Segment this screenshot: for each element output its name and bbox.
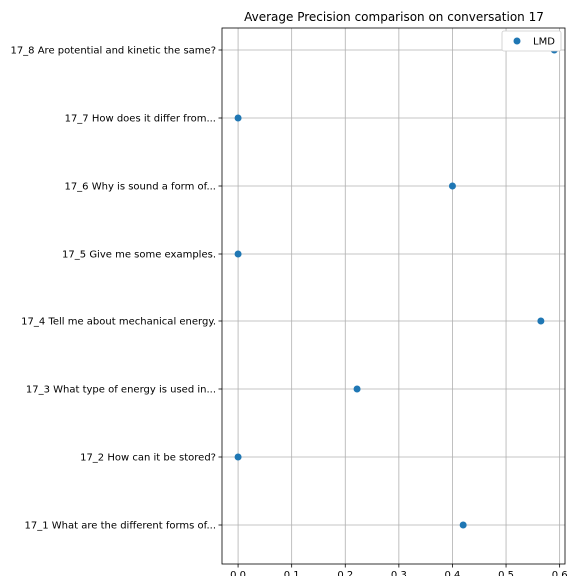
x-tick-label: 0.3 — [391, 570, 407, 576]
data-point — [234, 114, 242, 122]
grid-lines — [222, 28, 565, 564]
legend-box — [501, 30, 562, 52]
x-tick-label: 0.4 — [445, 570, 461, 576]
x-tick-label: 0.6 — [552, 570, 568, 576]
y-tick-label: 17_4 Tell me about mechanical energy. — [21, 317, 216, 328]
x-tick-label: 0.1 — [284, 570, 300, 576]
y-tick-label: 17_2 How can it be stored? — [80, 453, 216, 464]
y-axis: 17_1 What are the different forms of... 1… — [10, 46, 222, 532]
y-tick-label: 17_6 Why is sound a form of... — [64, 182, 216, 193]
data-point — [234, 250, 242, 258]
y-tick-label: 17_1 What are the different forms of... — [25, 521, 216, 532]
legend-marker — [513, 37, 521, 45]
data-point — [459, 521, 467, 529]
y-tick-label: 17_3 What type of energy is used in... — [26, 385, 216, 396]
x-tick-label: 0.2 — [337, 570, 353, 576]
x-tick-label: 0.5 — [498, 570, 514, 576]
legend-label: LMD — [533, 37, 555, 48]
data-point — [353, 385, 361, 393]
data-point — [537, 317, 545, 325]
x-axis: 0.0 0.1 0.2 0.3 0.4 0.5 0.6 — [230, 564, 568, 576]
legend: LMD — [501, 30, 562, 52]
y-tick-label: 17_5 Give me some examples. — [62, 250, 216, 261]
chart-title: Average Precision comparison on conversa… — [244, 10, 544, 24]
x-tick-label: 0.0 — [230, 570, 246, 576]
y-tick-label: 17_7 How does it differ from... — [65, 114, 216, 125]
y-tick-label: 17_8 Are potential and kinetic the same? — [10, 46, 216, 57]
data-point — [448, 182, 456, 190]
data-point — [234, 453, 242, 461]
plot-frame — [221, 27, 566, 565]
